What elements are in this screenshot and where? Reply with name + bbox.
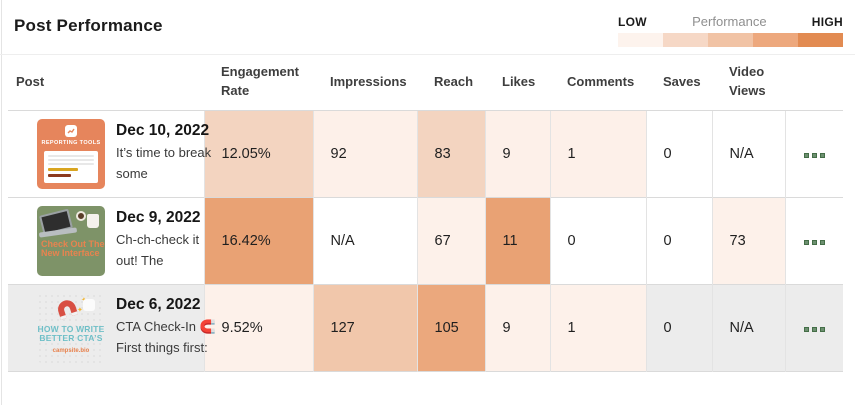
video-views-cell: 73 [711, 196, 785, 284]
reach-cell: 105 [416, 283, 485, 371]
impressions-cell: N/A [312, 196, 417, 284]
comments-cell: 0 [549, 196, 646, 284]
column-header-post: Post [16, 73, 45, 89]
legend-swatch-1 [618, 33, 663, 47]
magnet-icon [58, 299, 79, 320]
column-header-reach: Reach [434, 73, 474, 89]
column-header-video-views: Video Views [729, 64, 766, 99]
performance-legend: LOW Performance HIGH [618, 14, 843, 47]
actions-cell [784, 196, 843, 284]
more-options-button[interactable] [800, 236, 829, 249]
thumbnail-subtitle: campsite.bio [52, 347, 90, 354]
impressions-cell: 127 [312, 283, 417, 371]
thumbnail-title: HOW TO WRITE BETTER CTA’S [37, 323, 105, 344]
saves-cell: 0 [645, 283, 712, 371]
comments-cell: 1 [549, 283, 646, 371]
post-date: Dec 6, 2022 [116, 296, 201, 314]
panel-left-border [1, 0, 2, 405]
spark-icon: ✦ [77, 306, 83, 314]
table-row: REPORTING TOOLS Dec 10, 2022 It’s time t… [8, 109, 843, 197]
column-header-impressions: Impressions [330, 73, 407, 89]
likes-cell: 9 [484, 109, 550, 197]
saves-cell: 0 [645, 196, 712, 284]
engagement-rate-cell: 16.42% [203, 196, 313, 284]
post-caption: CTA Check-In 🧲 First things first: [116, 319, 216, 355]
post-caption: It’s time to break some [116, 145, 212, 181]
legend-swatch-2 [663, 33, 708, 47]
more-options-button[interactable] [800, 323, 829, 336]
video-views-cell: N/A [711, 283, 785, 371]
reach-cell: 83 [416, 109, 485, 197]
column-header-saves: Saves [663, 73, 701, 89]
comments-cell: 1 [549, 109, 646, 197]
actions-cell [784, 283, 843, 371]
donut-icon [76, 210, 86, 221]
video-views-cell: N/A [711, 109, 785, 197]
post-thumbnail[interactable]: Check Out The New Interface [37, 205, 105, 276]
engagement-rate-cell: 12.05% [203, 109, 313, 197]
thumbnail-screenshot [44, 150, 98, 183]
post-thumbnail[interactable]: ✦ ✦ HOW TO WRITE BETTER CTA’S campsite.b… [37, 292, 105, 363]
post-date: Dec 9, 2022 [116, 209, 201, 227]
post-cell: Check Out The New Interface Dec 9, 2022 … [8, 196, 204, 284]
legend-low-label: LOW [618, 15, 647, 29]
column-header-engagement-rate: Engagement Rate [221, 64, 300, 99]
likes-cell: 9 [484, 283, 550, 371]
post-caption: Ch-ch-check it out! The [116, 232, 200, 268]
page-title: Post Performance [14, 16, 163, 35]
column-header-likes: Likes [502, 73, 536, 89]
likes-cell: 11 [484, 196, 550, 284]
actions-cell [784, 109, 843, 197]
column-header-comments: Comments [567, 73, 635, 89]
post-performance-table: Post Engagement Rate Impressions Reach L… [8, 55, 843, 372]
column-header-actions [785, 55, 843, 110]
post-thumbnail[interactable]: REPORTING TOOLS [37, 118, 105, 189]
legend-high-label: HIGH [811, 15, 843, 29]
thumbnail-title: REPORTING TOOLS [41, 139, 101, 146]
impressions-cell: 92 [312, 109, 417, 197]
legend-swatch-3 [708, 33, 753, 47]
engagement-rate-cell: 9.52% [203, 283, 313, 371]
more-options-button[interactable] [800, 149, 829, 162]
table-row: Check Out The New Interface Dec 9, 2022 … [8, 196, 843, 284]
thumbnail-title: Check Out The New Interface [41, 238, 105, 259]
header-divider [0, 54, 855, 55]
card-icon [83, 298, 95, 311]
legend-title: Performance [692, 14, 767, 29]
reach-cell: 67 [416, 196, 485, 284]
post-cell: ✦ ✦ HOW TO WRITE BETTER CTA’S campsite.b… [8, 283, 216, 371]
post-cell: REPORTING TOOLS Dec 10, 2022 It’s time t… [8, 109, 211, 197]
table-header-row: Post Engagement Rate Impressions Reach L… [8, 55, 843, 110]
legend-swatch-5 [798, 33, 843, 47]
post-date: Dec 10, 2022 [116, 122, 210, 140]
legend-swatch-4 [753, 33, 798, 47]
chart-icon [65, 124, 77, 137]
saves-cell: 0 [645, 109, 712, 197]
cup-icon [87, 213, 99, 228]
table-row: ✦ ✦ HOW TO WRITE BETTER CTA’S campsite.b… [8, 283, 843, 371]
legend-gradient-bar [618, 33, 843, 47]
